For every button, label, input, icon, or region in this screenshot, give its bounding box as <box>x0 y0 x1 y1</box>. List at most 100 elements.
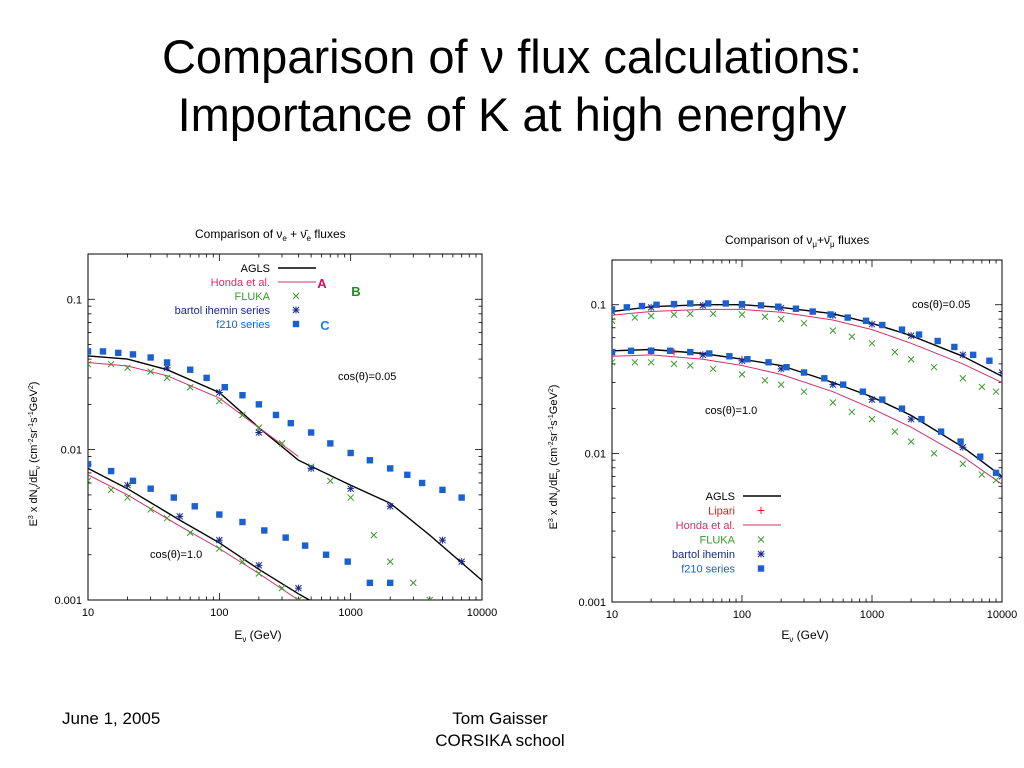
data-point <box>282 534 289 541</box>
data-point <box>387 465 394 472</box>
data-point <box>959 374 967 382</box>
x-tick-label: 10 <box>606 609 618 621</box>
data-point <box>322 551 330 558</box>
data-point <box>744 356 751 363</box>
data-point <box>848 408 856 416</box>
series-line <box>88 355 482 581</box>
data-point <box>653 301 660 308</box>
data-point <box>623 304 631 311</box>
plot-area: 10 100 1000 10000 0.1 0.01 0.001 cos(θ)=0.05 cos… <box>54 253 498 619</box>
data-point <box>278 440 286 447</box>
chart-numu-flux: Comparison of νμ+ν̄μ fluxes 10 100 1000 100… <box>548 233 1018 644</box>
data-point <box>765 359 772 366</box>
data-point <box>699 351 707 359</box>
series-layer <box>88 348 482 600</box>
series-agls <box>88 355 482 581</box>
data-point <box>959 443 967 451</box>
data-point <box>868 320 876 328</box>
data-point <box>726 353 733 360</box>
footer-author-name: Tom Gaisser <box>452 709 548 728</box>
series-agls <box>612 304 1002 377</box>
series-line <box>612 308 1002 383</box>
y-axis-label: E3 x dNν/dEν (cm-2sr-1s-1GeV2) <box>28 382 42 527</box>
legend-swatch <box>757 550 765 558</box>
data-point <box>829 327 837 334</box>
y-tick-label: 0.01 <box>61 445 82 457</box>
data-point <box>777 381 785 388</box>
data-point <box>898 326 906 333</box>
data-point <box>859 388 867 395</box>
series-honda-et-al- <box>88 474 299 600</box>
data-point <box>777 365 785 373</box>
data-point <box>426 596 434 600</box>
data-point <box>670 300 678 308</box>
chart-title: Comparison of νe + ν̄e fluxes <box>195 227 346 243</box>
data-point <box>783 363 790 371</box>
data-point <box>255 561 263 569</box>
data-point <box>868 415 876 423</box>
data-point <box>907 355 915 363</box>
legend-swatch <box>292 320 300 328</box>
plot-area: 10 100 1000 10000 0.1 0.01 0.001 cos(θ)=0.05 cos… <box>578 259 1018 621</box>
data-point <box>215 397 223 405</box>
data-point <box>907 415 915 423</box>
data-point <box>907 438 915 445</box>
data-point <box>239 392 246 399</box>
legend-label: Honda et al. <box>211 277 270 289</box>
y-tick-label: 0.01 <box>585 448 606 460</box>
data-point <box>647 358 655 366</box>
data-point <box>272 411 280 419</box>
series-bartol-ihemin-series <box>124 481 302 592</box>
series-f210-series <box>88 461 394 587</box>
legend-label: AGLS <box>241 263 270 275</box>
data-point <box>792 305 800 312</box>
data-point <box>88 348 92 355</box>
data-point <box>706 350 713 357</box>
series-layer <box>612 300 1002 485</box>
legend-label: FLUKA <box>235 291 271 303</box>
group-label: cos(θ)=0.05 <box>338 371 396 383</box>
slide-title-line2: Importance of K at high energhy <box>177 88 847 141</box>
data-point <box>879 396 886 403</box>
legend-swatch <box>292 292 300 300</box>
data-point <box>163 514 171 522</box>
data-point <box>998 472 1002 480</box>
data-point <box>176 512 184 520</box>
legend-label: Lipari <box>708 506 735 518</box>
data-point <box>705 300 712 307</box>
x-tick-label: 10000 <box>987 609 1018 621</box>
data-point <box>255 570 263 577</box>
data-point <box>977 453 984 460</box>
data-point <box>99 348 107 355</box>
data-point <box>107 486 115 494</box>
data-point <box>387 579 394 587</box>
footer-date: June 1, 2005 <box>62 709 161 728</box>
annotation-label-a: A <box>317 276 327 291</box>
data-point <box>239 411 246 419</box>
data-point <box>370 531 378 539</box>
data-point <box>404 471 411 479</box>
data-point <box>930 450 938 457</box>
group-label: cos(θ)=1.0 <box>150 549 202 561</box>
data-point <box>307 464 315 472</box>
data-point <box>409 579 417 587</box>
data-point <box>295 596 302 600</box>
data-point <box>957 438 964 445</box>
x-tick-label: 10000 <box>467 607 498 619</box>
data-point <box>631 358 639 366</box>
x-tick-label: 100 <box>733 609 751 621</box>
data-point <box>439 486 446 494</box>
data-point <box>627 347 635 354</box>
y-tick-label: 0.001 <box>54 595 82 607</box>
data-point <box>898 405 906 412</box>
data-point <box>891 348 899 356</box>
data-point <box>761 313 769 321</box>
data-point <box>216 511 223 518</box>
series-line <box>88 474 299 600</box>
data-point <box>738 300 746 308</box>
data-point <box>821 375 828 382</box>
x-tick-label: 10 <box>82 607 94 619</box>
legend-swatch <box>757 565 765 572</box>
data-point <box>930 363 938 371</box>
data-point <box>709 310 717 318</box>
